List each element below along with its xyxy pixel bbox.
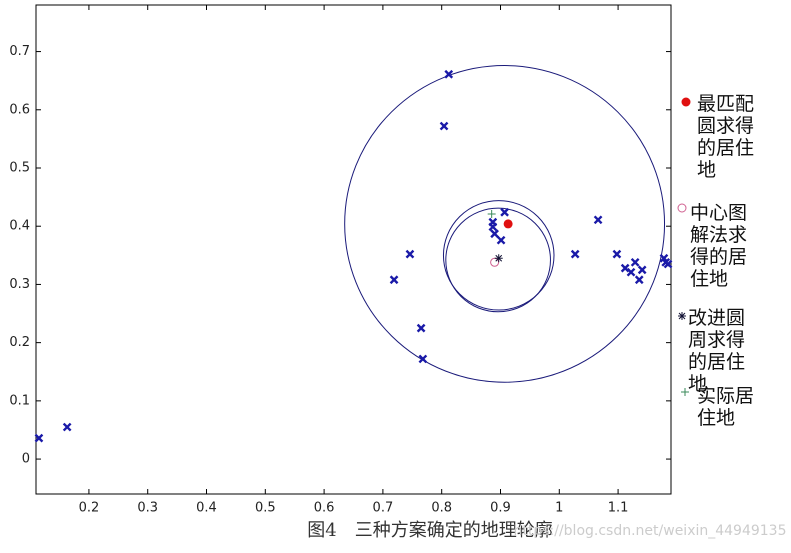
point <box>503 219 513 229</box>
x-tick-label: 0.6 <box>314 501 335 516</box>
point <box>620 263 630 273</box>
point <box>630 257 640 267</box>
marker-part <box>416 323 426 333</box>
marker-part <box>663 259 673 269</box>
marker-part <box>593 215 603 225</box>
y-tick-label: 0.6 <box>9 102 30 117</box>
x-tick-label: 0.9 <box>490 501 511 516</box>
point <box>494 254 503 263</box>
marker-part <box>677 203 687 213</box>
marker-part <box>681 97 691 107</box>
y-tick-label: 0.1 <box>9 393 30 408</box>
point <box>496 235 506 245</box>
point <box>34 433 44 443</box>
marker-part <box>678 312 686 320</box>
marker-part <box>620 263 630 273</box>
y-tick-label: 0 <box>22 452 30 467</box>
marker-part <box>570 249 580 259</box>
legend-entry: 中心图解法求得的居住地 <box>690 202 748 290</box>
plot-frame <box>35 4 672 495</box>
marker-part <box>439 121 449 131</box>
legend-label: 中心图解法求得的居住地 <box>690 202 748 290</box>
point <box>570 249 580 259</box>
fit-circle <box>442 200 555 311</box>
x-tick-label: 0.8 <box>431 501 452 516</box>
marker-part <box>444 69 454 79</box>
legend-marker <box>681 388 689 396</box>
legend-label: 改进圆周求得的居住地 <box>688 307 746 395</box>
point <box>612 249 622 259</box>
point <box>490 257 500 267</box>
marker-part <box>418 354 428 364</box>
point <box>389 275 399 285</box>
legend-marker <box>681 97 691 107</box>
y-tick-label: 0.5 <box>9 161 30 176</box>
marker-part <box>488 222 498 232</box>
marker-part <box>503 219 513 229</box>
marker-part <box>490 257 500 267</box>
x-tick-label: 0.4 <box>196 501 217 516</box>
point <box>416 323 426 333</box>
y-tick-label: 0.7 <box>9 44 30 59</box>
marker-part <box>612 249 622 259</box>
point <box>663 259 673 269</box>
watermark: https://blog.csdn.net/weixin_44949135 <box>513 523 786 539</box>
point <box>439 121 449 131</box>
marker-part <box>637 265 647 275</box>
marker-part <box>495 254 503 262</box>
marker-part <box>389 275 399 285</box>
fit-circle <box>344 65 666 383</box>
legend-entry: 改进圆周求得的居住地 <box>688 307 746 395</box>
x-tick-label: 0.7 <box>373 501 394 516</box>
point <box>487 209 496 218</box>
x-tick-label: 0.3 <box>137 501 158 516</box>
x-tick-label: 1 <box>555 501 563 516</box>
x-tick-label: 1.1 <box>608 501 629 516</box>
point <box>637 265 647 275</box>
point <box>418 354 428 364</box>
marker-part <box>405 249 415 259</box>
point <box>62 422 72 432</box>
marker-part <box>626 267 636 277</box>
point <box>634 275 644 285</box>
x-tick-label: 0.5 <box>255 501 276 516</box>
y-tick-label: 0.2 <box>9 335 30 350</box>
legend-entry: 最匹配圆求得的居住地 <box>697 93 755 181</box>
marker-part <box>630 257 640 267</box>
point <box>488 222 498 232</box>
marker-part <box>490 229 499 239</box>
marker-part <box>62 422 72 432</box>
fit-circle <box>445 207 551 313</box>
marker-part <box>34 433 44 443</box>
point <box>405 249 415 259</box>
point <box>593 215 603 225</box>
legend-entry: 实际居住地 <box>697 385 755 429</box>
marker-part <box>496 235 506 245</box>
x-tick-label: 0.2 <box>79 501 100 516</box>
legend-marker <box>678 312 686 320</box>
legend-label: 实际居住地 <box>697 385 755 429</box>
point <box>490 229 499 239</box>
marker-part <box>659 253 669 263</box>
legend-label: 最匹配圆求得的居住地 <box>697 93 755 181</box>
point <box>626 267 636 277</box>
y-tick-label: 0.3 <box>9 277 30 292</box>
marker-part <box>500 207 509 217</box>
point <box>500 207 509 217</box>
y-tick-label: 0.4 <box>9 219 30 234</box>
legend-marker <box>677 203 687 213</box>
marker-part <box>634 275 644 285</box>
point <box>444 69 454 79</box>
caption: 图4 三种方案确定的地理轮廓 <box>307 520 552 541</box>
